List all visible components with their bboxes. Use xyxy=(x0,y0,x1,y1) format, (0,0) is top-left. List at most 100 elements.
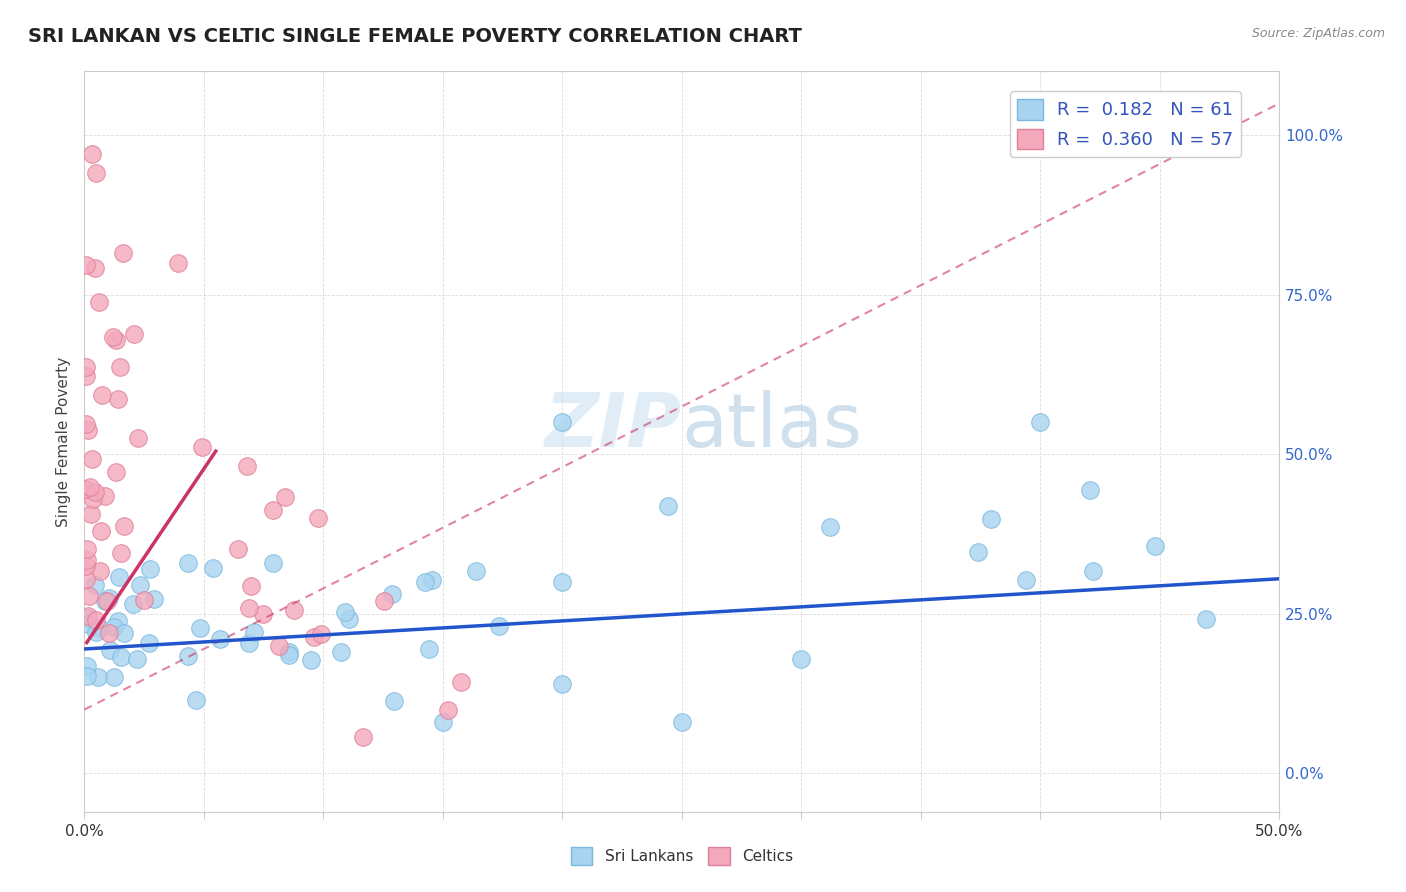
Point xyxy=(238,601,260,615)
Point xyxy=(90,524,112,538)
Point xyxy=(138,636,160,650)
Point xyxy=(184,692,207,706)
Point xyxy=(104,466,127,480)
Point xyxy=(76,553,98,567)
Point xyxy=(1143,539,1166,553)
Point xyxy=(188,621,211,635)
Point xyxy=(329,645,352,659)
Point xyxy=(283,603,305,617)
Point xyxy=(262,556,284,570)
Point xyxy=(352,730,374,744)
Point xyxy=(450,674,472,689)
Point xyxy=(1195,611,1218,625)
Point xyxy=(1083,564,1105,578)
Point xyxy=(87,295,110,310)
Point xyxy=(967,545,990,559)
Point xyxy=(80,147,103,161)
Point xyxy=(128,578,150,592)
Point xyxy=(110,649,132,664)
Point xyxy=(1080,483,1102,498)
Point xyxy=(107,392,129,406)
Point xyxy=(107,615,129,629)
Point xyxy=(381,587,404,601)
Point xyxy=(76,617,98,632)
Point xyxy=(980,511,1002,525)
Point xyxy=(252,607,274,621)
Point xyxy=(191,440,214,454)
Point xyxy=(75,482,97,496)
Point xyxy=(80,451,103,466)
Point xyxy=(77,589,100,603)
Point xyxy=(167,256,190,270)
Text: atlas: atlas xyxy=(682,390,863,463)
Point xyxy=(98,643,121,657)
Point xyxy=(671,715,693,730)
Point xyxy=(1029,416,1052,430)
Point xyxy=(98,591,121,605)
Point xyxy=(111,246,134,260)
Point xyxy=(202,561,225,575)
Text: Source: ZipAtlas.com: Source: ZipAtlas.com xyxy=(1251,27,1385,40)
Point xyxy=(91,388,114,402)
Point xyxy=(240,579,263,593)
Point xyxy=(84,485,107,500)
Point xyxy=(278,648,301,662)
Point xyxy=(208,632,231,647)
Point xyxy=(83,578,105,592)
Point xyxy=(75,417,97,431)
Point xyxy=(87,669,110,683)
Point xyxy=(464,564,486,578)
Point xyxy=(302,630,325,644)
Point xyxy=(418,642,440,657)
Point xyxy=(84,613,107,627)
Point xyxy=(301,653,323,667)
Point xyxy=(551,677,574,691)
Point xyxy=(333,605,356,619)
Point xyxy=(104,333,127,347)
Point xyxy=(238,636,260,650)
Point xyxy=(337,612,360,626)
Point xyxy=(75,558,97,573)
Point xyxy=(551,575,574,590)
Point xyxy=(139,562,162,576)
Point xyxy=(76,668,98,682)
Point xyxy=(657,499,679,513)
Point xyxy=(97,626,120,640)
Point xyxy=(77,609,100,624)
Point xyxy=(127,651,149,665)
Point xyxy=(124,326,146,341)
Point xyxy=(107,570,129,584)
Point xyxy=(176,556,198,570)
Point xyxy=(75,369,97,384)
Point xyxy=(103,670,125,684)
Point xyxy=(262,503,284,517)
Point xyxy=(243,625,266,640)
Point xyxy=(112,519,135,533)
Point xyxy=(307,510,329,524)
Point xyxy=(75,258,97,272)
Point xyxy=(420,573,443,587)
Point xyxy=(413,574,436,589)
Point xyxy=(76,611,98,625)
Point xyxy=(236,458,259,473)
Point xyxy=(82,491,104,506)
Y-axis label: Single Female Poverty: Single Female Poverty xyxy=(56,357,72,526)
Point xyxy=(309,627,332,641)
Point xyxy=(89,564,111,578)
Point xyxy=(76,542,98,557)
Point xyxy=(87,621,110,635)
Point xyxy=(75,572,97,586)
Point xyxy=(382,694,405,708)
Point xyxy=(488,619,510,633)
Point xyxy=(101,330,124,344)
Point xyxy=(127,431,149,445)
Point xyxy=(267,639,290,653)
Point xyxy=(94,489,117,503)
Point xyxy=(103,620,125,634)
Point xyxy=(122,597,145,611)
Point xyxy=(76,423,98,437)
Point xyxy=(84,260,107,275)
Text: ZIP: ZIP xyxy=(544,390,682,463)
Point xyxy=(96,594,118,608)
Point xyxy=(551,416,574,430)
